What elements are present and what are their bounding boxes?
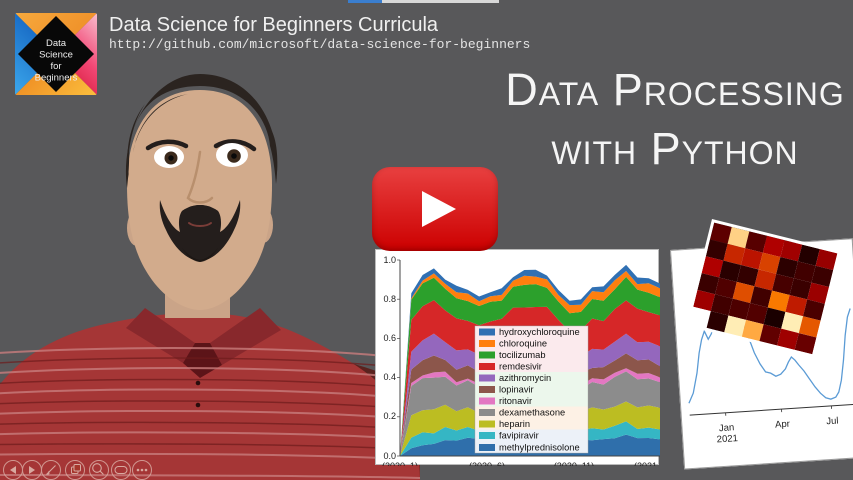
svg-text:lopinavir: lopinavir <box>499 385 534 395</box>
svg-text:favipiravir: favipiravir <box>499 431 539 441</box>
svg-text:1.0: 1.0 <box>383 255 396 265</box>
svg-text:0.4: 0.4 <box>383 372 396 382</box>
svg-text:dexamethasone: dexamethasone <box>499 408 565 418</box>
svg-text:methylprednisolone: methylprednisolone <box>499 443 580 453</box>
svg-text:chloroquine: chloroquine <box>499 339 547 349</box>
svg-text:Apr: Apr <box>775 419 790 431</box>
svg-text:(2020, 1): (2020, 1) <box>382 461 418 466</box>
svg-text:Science: Science <box>39 50 73 61</box>
svg-text:Data: Data <box>46 38 67 49</box>
svg-text:(2021, 4): (2021, 4) <box>634 461 660 466</box>
svg-text:0.0: 0.0 <box>383 451 396 461</box>
svg-text:remdesivir: remdesivir <box>499 362 542 372</box>
svg-text:0.8: 0.8 <box>383 294 396 304</box>
svg-text:azithromycin: azithromycin <box>499 373 551 383</box>
svg-text:0.2: 0.2 <box>383 411 396 421</box>
svg-text:heparin: heparin <box>499 419 530 429</box>
svg-text:2021: 2021 <box>716 433 738 445</box>
svg-text:tocilizumab: tocilizumab <box>499 350 546 360</box>
svg-text:(2020, 6): (2020, 6) <box>469 461 505 466</box>
svg-text:0.6: 0.6 <box>383 333 396 343</box>
svg-text:hydroxychloroquine: hydroxychloroquine <box>499 327 580 337</box>
svg-text:Jul: Jul <box>826 415 839 427</box>
svg-text:ritonavir: ritonavir <box>499 396 532 406</box>
svg-text:(2020, 11): (2020, 11) <box>554 461 594 466</box>
